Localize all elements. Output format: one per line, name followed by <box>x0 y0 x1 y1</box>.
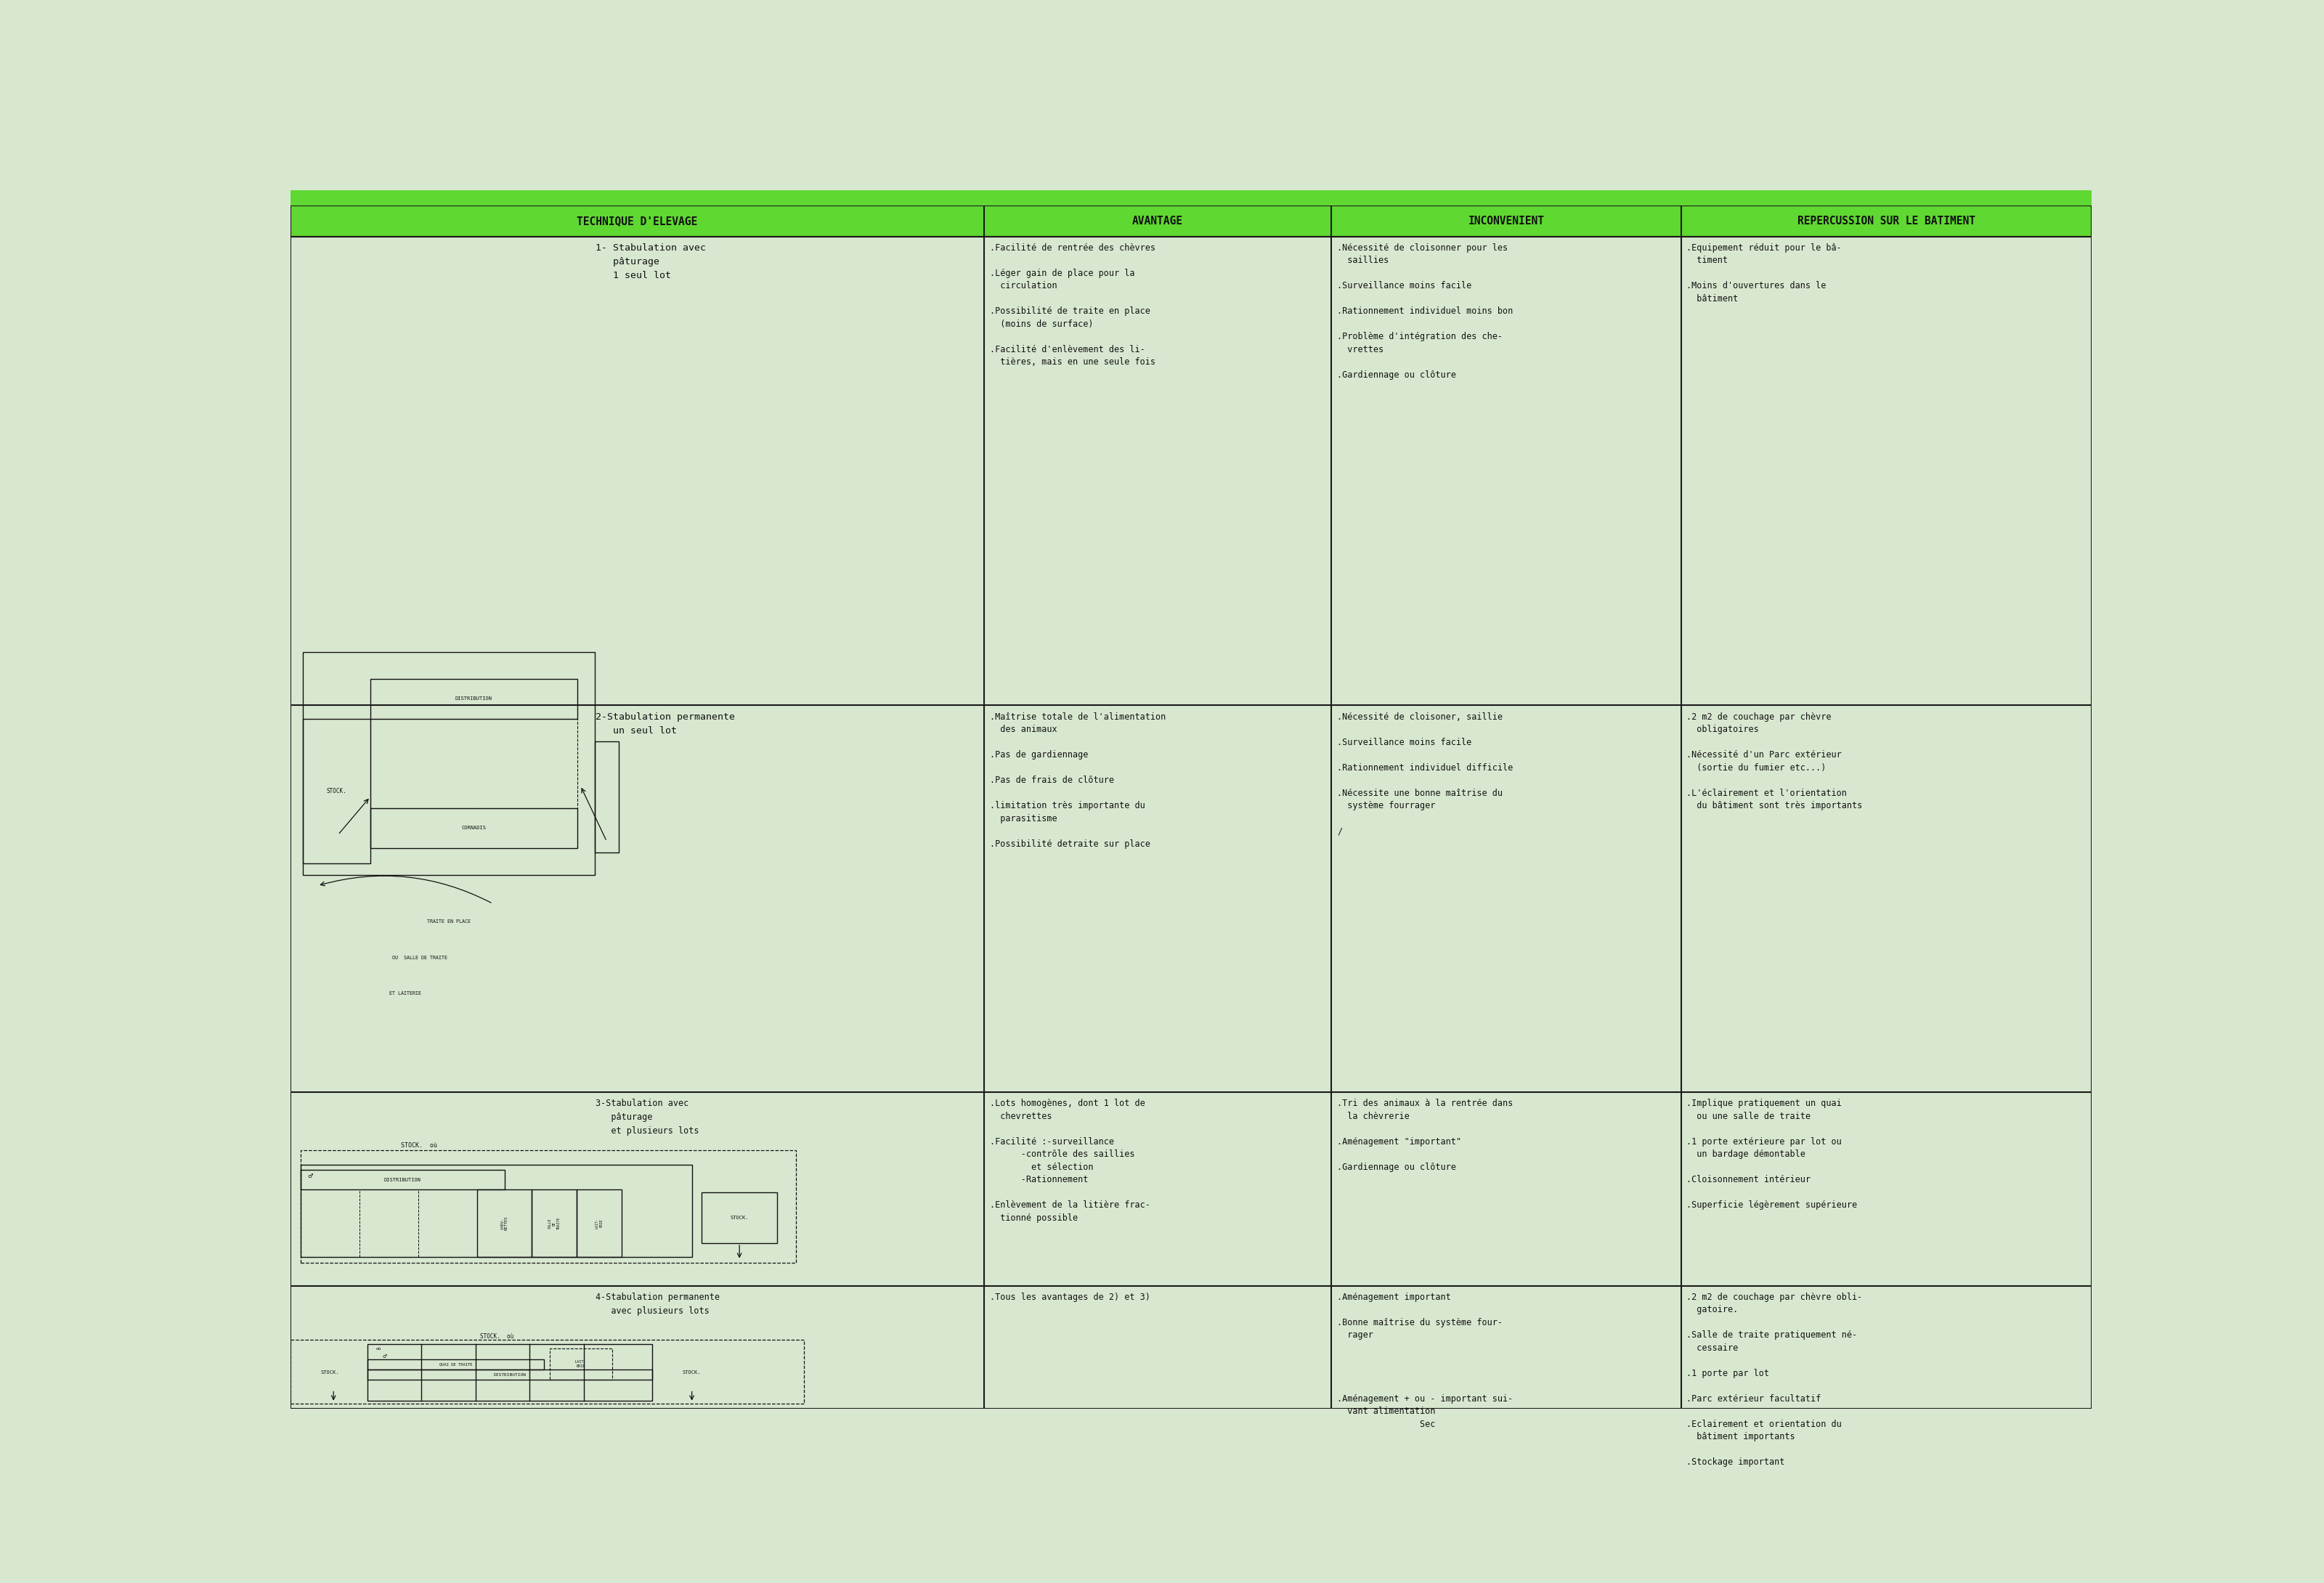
Bar <box>300 1170 504 1190</box>
Text: STOCK.: STOCK. <box>325 788 346 795</box>
Text: DISTRIBUTION: DISTRIBUTION <box>383 1178 421 1183</box>
Text: QUAI DE TRAITE: QUAI DE TRAITE <box>439 1363 472 1366</box>
Text: CORNADIS: CORNADIS <box>462 826 486 829</box>
Text: SALLE
DE
TRAITE: SALLE DE TRAITE <box>548 1217 560 1230</box>
Bar <box>302 652 595 875</box>
Bar <box>532 1190 576 1257</box>
Bar <box>370 679 579 719</box>
Text: .Tous les avantages de 2) et 3): .Tous les avantages de 2) et 3) <box>990 1292 1150 1301</box>
Text: DISTRIBUTION: DISTRIBUTION <box>493 1372 525 1377</box>
Bar <box>595 741 618 853</box>
Text: 3-Stabulation avec
   pâturage
   et plusieurs lots: 3-Stabulation avec pâturage et plusieurs… <box>595 1099 700 1137</box>
Text: STOCK.  où: STOCK. où <box>400 1143 437 1149</box>
Text: .Nécessité de cloisoner, saillie

.Surveillance moins facile

.Rationnement indi: .Nécessité de cloisoner, saillie .Survei… <box>1336 712 1513 836</box>
Text: .Tri des animaux à la rentrée dans
  la chèvrerie

.Aménagement "important"

.Ga: .Tri des animaux à la rentrée dans la ch… <box>1336 1099 1513 1171</box>
Text: STOCK.: STOCK. <box>321 1371 339 1374</box>
Bar <box>302 719 370 864</box>
Text: OU  SALLE DE TRAITE: OU SALLE DE TRAITE <box>393 956 449 959</box>
Bar <box>476 1190 532 1257</box>
Text: .Maîtrise totale de l'alimentation
  des animaux

.Pas de gardiennage

.Pas de f: .Maîtrise totale de l'alimentation des a… <box>990 712 1164 848</box>
Bar <box>367 1344 653 1401</box>
Bar <box>290 1339 804 1404</box>
Bar <box>370 807 579 848</box>
Bar <box>702 1192 776 1243</box>
Text: STOCK.  où: STOCK. où <box>481 1333 514 1339</box>
Text: DISTRIBUTION: DISTRIBUTION <box>456 697 493 701</box>
Text: AVANTAGE: AVANTAGE <box>1132 215 1183 226</box>
Bar <box>290 206 2092 236</box>
Text: .Lots homogènes, dont 1 lot de
  chevrettes

.Facilité :-surveillance
      -con: .Lots homogènes, dont 1 lot de chevrette… <box>990 1099 1150 1222</box>
Bar <box>367 1360 544 1369</box>
Text: STOCK.: STOCK. <box>730 1216 748 1220</box>
Text: 2-Stabulation permanente
   un seul lot: 2-Stabulation permanente un seul lot <box>595 712 734 736</box>
Text: TECHNIQUE D'ELEVAGE: TECHNIQUE D'ELEVAGE <box>576 215 697 226</box>
Text: REPERCUSSION SUR LE BATIMENT: REPERCUSSION SUR LE BATIMENT <box>1796 215 1975 226</box>
Text: STOCK.: STOCK. <box>683 1371 702 1374</box>
Text: 4-Stabulation permanente
   avec plusieurs lots: 4-Stabulation permanente avec plusieurs … <box>595 1292 720 1315</box>
Text: .Nécessité de cloisonner pour les
  saillies

.Surveillance moins facile

.Ratio: .Nécessité de cloisonner pour les sailli… <box>1336 244 1513 380</box>
Text: 1- Stabulation avec
   pâturage
   1 seul lot: 1- Stabulation avec pâturage 1 seul lot <box>595 244 706 280</box>
Text: INCONVENIENT: INCONVENIENT <box>1469 215 1545 226</box>
Bar <box>367 1369 653 1380</box>
Text: LAIT-
ERIE: LAIT- ERIE <box>574 1360 586 1368</box>
Text: .Facilité de rentrée des chèvres

.Léger gain de place pour la
  circulation

.P: .Facilité de rentrée des chèvres .Léger … <box>990 244 1155 367</box>
Text: .2 m2 de couchage par chèvre
  obligatoires

.Nécessité d'un Parc extérieur
  (s: .2 m2 de couchage par chèvre obligatoire… <box>1687 712 1862 810</box>
Text: ♂: ♂ <box>307 1173 314 1179</box>
Text: LAIT-
ERIE: LAIT- ERIE <box>595 1219 604 1228</box>
Bar <box>370 719 579 807</box>
Bar <box>300 1151 797 1263</box>
Text: ♂: ♂ <box>381 1355 386 1358</box>
Bar <box>300 1165 693 1257</box>
Bar <box>290 190 2092 206</box>
Text: CHEV-
RETTES: CHEV- RETTES <box>500 1216 509 1230</box>
Text: TRAITE EN PLACE: TRAITE EN PLACE <box>428 920 472 924</box>
Bar <box>576 1190 623 1257</box>
Bar <box>548 1349 611 1380</box>
Text: ET LAITERIE: ET LAITERIE <box>388 991 421 996</box>
Text: .2 m2 de couchage par chèvre obli-
  gatoire.

.Salle de traite pratiquement né-: .2 m2 de couchage par chèvre obli- gatoi… <box>1687 1292 1862 1467</box>
Text: où: où <box>376 1347 381 1350</box>
Text: .Equipement réduit pour le bâ-
  timent

.Moins d'ouvertures dans le
  bâtiment: .Equipement réduit pour le bâ- timent .M… <box>1687 244 1843 304</box>
Text: .Implique pratiquement un quai
  ou une salle de traite

.1 porte extérieure par: .Implique pratiquement un quai ou une sa… <box>1687 1099 1857 1209</box>
Text: .Aménagement important

.Bonne maîtrise du système four-
  rager




.Aménagemen: .Aménagement important .Bonne maîtrise d… <box>1336 1292 1513 1429</box>
